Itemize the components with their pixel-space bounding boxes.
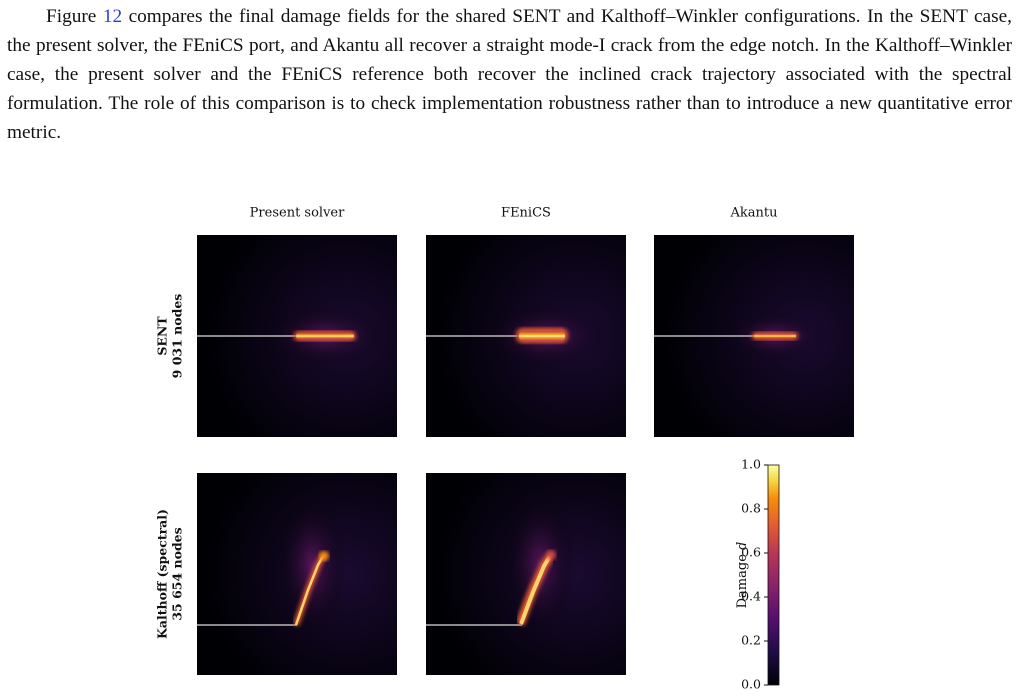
column-title: FEniCS	[501, 206, 551, 221]
colorbar	[767, 464, 780, 686]
tick-label: 1.0	[741, 457, 761, 472]
tick-label: 0.4	[741, 589, 761, 604]
column-title: Present solver	[250, 206, 345, 221]
tick-label: 0.0	[741, 677, 761, 692]
label-text: Damage	[735, 554, 750, 609]
column-title: Akantu	[730, 206, 778, 221]
row-label: Kalthoff (spectral)	[155, 509, 170, 639]
panel	[197, 473, 397, 675]
row-label: 9 031 nodes	[170, 294, 185, 379]
label-symbol: d	[735, 542, 750, 550]
panel	[426, 235, 626, 437]
panel	[197, 235, 397, 437]
tick-label: 0.6	[741, 545, 761, 560]
colorbar-label: Damage d	[735, 542, 750, 609]
row-label: SENT	[155, 316, 170, 356]
panel	[654, 235, 854, 437]
tick-label: 0.8	[741, 501, 761, 516]
figure-ref[interactable]: 12	[102, 6, 123, 27]
text: compares the final damage fields for the…	[7, 6, 1012, 143]
colorbar-ticks: 0.0 0.2 0.4 0.6 0.8 1.0	[741, 457, 768, 692]
panel	[426, 473, 626, 675]
row-label: 35 654 nodes	[170, 527, 185, 620]
paragraph: Figure 12 compares the final damage fiel…	[7, 2, 1012, 147]
text: Figure	[46, 6, 103, 27]
tick-label: 0.2	[741, 633, 761, 648]
